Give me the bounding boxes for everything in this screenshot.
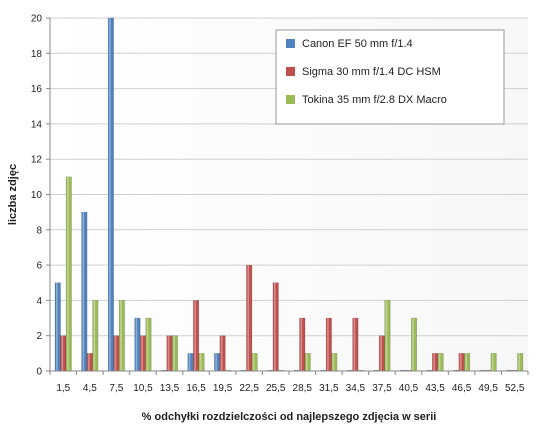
x-tick-label: 43,5 — [425, 383, 445, 394]
bar — [107, 17, 114, 372]
legend-swatch — [286, 39, 295, 48]
legend-box — [275, 29, 505, 125]
bar — [134, 317, 141, 372]
x-tick-label: 31,5 — [319, 383, 339, 394]
bar — [145, 317, 152, 372]
bar — [272, 282, 279, 372]
y-tick-label: 6 — [36, 261, 42, 272]
bar — [118, 300, 125, 372]
bar — [352, 317, 359, 372]
bar — [251, 353, 258, 372]
x-tick-label: 10,5 — [133, 383, 153, 394]
y-tick-label: 0 — [36, 367, 42, 378]
x-tick-label: 1,5 — [56, 383, 70, 394]
legend-label: Canon EF 50 mm f/1.4 — [302, 38, 413, 50]
bar — [384, 300, 391, 372]
bar — [304, 353, 311, 372]
bar — [219, 335, 226, 372]
bar — [299, 317, 306, 372]
x-tick-label: 7,5 — [109, 383, 123, 394]
y-tick-label: 2 — [36, 331, 42, 342]
bar — [325, 317, 332, 372]
bars — [54, 17, 524, 372]
bar — [193, 300, 200, 372]
bar — [139, 335, 146, 372]
x-tick-label: 28,5 — [293, 383, 313, 394]
bar — [331, 353, 338, 372]
x-tick-label: 19,5 — [213, 383, 233, 394]
legend-item: Sigma 30 mm f/1.4 DC HSM — [286, 66, 441, 78]
bar — [458, 353, 465, 372]
x-tick-label: 4,5 — [83, 383, 97, 394]
bar — [86, 353, 93, 372]
y-tick-label: 8 — [36, 225, 42, 236]
legend-label: Tokina 35 mm f/2.8 DX Macro — [302, 94, 447, 106]
bar — [378, 335, 385, 372]
y-tick-label: 14 — [31, 119, 43, 130]
x-tick-label: 25,5 — [266, 383, 286, 394]
x-axis-title: % odchyłki rozdzielczości od najlepszego… — [142, 411, 437, 423]
bar — [517, 353, 524, 372]
legend-label: Sigma 30 mm f/1.4 DC HSM — [302, 66, 441, 78]
legend-item: Tokina 35 mm f/2.8 DX Macro — [286, 94, 447, 106]
bar — [437, 353, 444, 372]
legend: Canon EF 50 mm f/1.4 Sigma 30 mm f/1.4 DC… — [275, 29, 505, 125]
x-tick-label: 52,5 — [505, 383, 525, 394]
y-tick-label: 18 — [31, 49, 43, 60]
axes: 0 2 4 6 8 10 12 14 16 18 20 1,5 4,5 7,5 10,5 13,5 16,5 19… — [7, 14, 529, 423]
bar — [172, 335, 178, 372]
y-tick-label: 12 — [31, 155, 43, 166]
x-tick-label: 16,5 — [186, 383, 206, 394]
x-tick-label: 22,5 — [239, 383, 259, 394]
legend-item: Canon EF 50 mm f/1.4 — [286, 38, 413, 50]
x-tick-label: 49,5 — [478, 383, 498, 394]
bar — [464, 353, 471, 372]
bar — [490, 353, 497, 372]
y-axis-title: liczba zdjęc — [7, 164, 19, 225]
legend-swatch — [286, 95, 295, 104]
y-tick-label: 16 — [31, 84, 43, 95]
x-tick-label: 37,5 — [372, 383, 392, 394]
bar — [198, 353, 205, 372]
bar — [60, 335, 67, 372]
x-tick-label: 40,5 — [399, 383, 419, 394]
bar — [214, 353, 221, 372]
y-tick-label: 10 — [31, 190, 43, 201]
bar — [411, 317, 417, 372]
x-tick-label: 13,5 — [160, 383, 180, 394]
x-tick-label: 46,5 — [452, 383, 472, 394]
bar — [432, 353, 439, 372]
bar — [166, 335, 173, 372]
bar — [54, 282, 61, 372]
y-tick-label: 4 — [36, 296, 42, 307]
bar — [92, 300, 99, 372]
bar — [187, 353, 194, 372]
legend-swatch — [286, 67, 295, 76]
bar — [246, 264, 253, 372]
bar — [81, 211, 88, 372]
bar — [65, 176, 72, 372]
x-tick-label: 34,5 — [346, 383, 366, 394]
y-tick-label: 20 — [31, 14, 43, 25]
bar — [113, 335, 120, 372]
